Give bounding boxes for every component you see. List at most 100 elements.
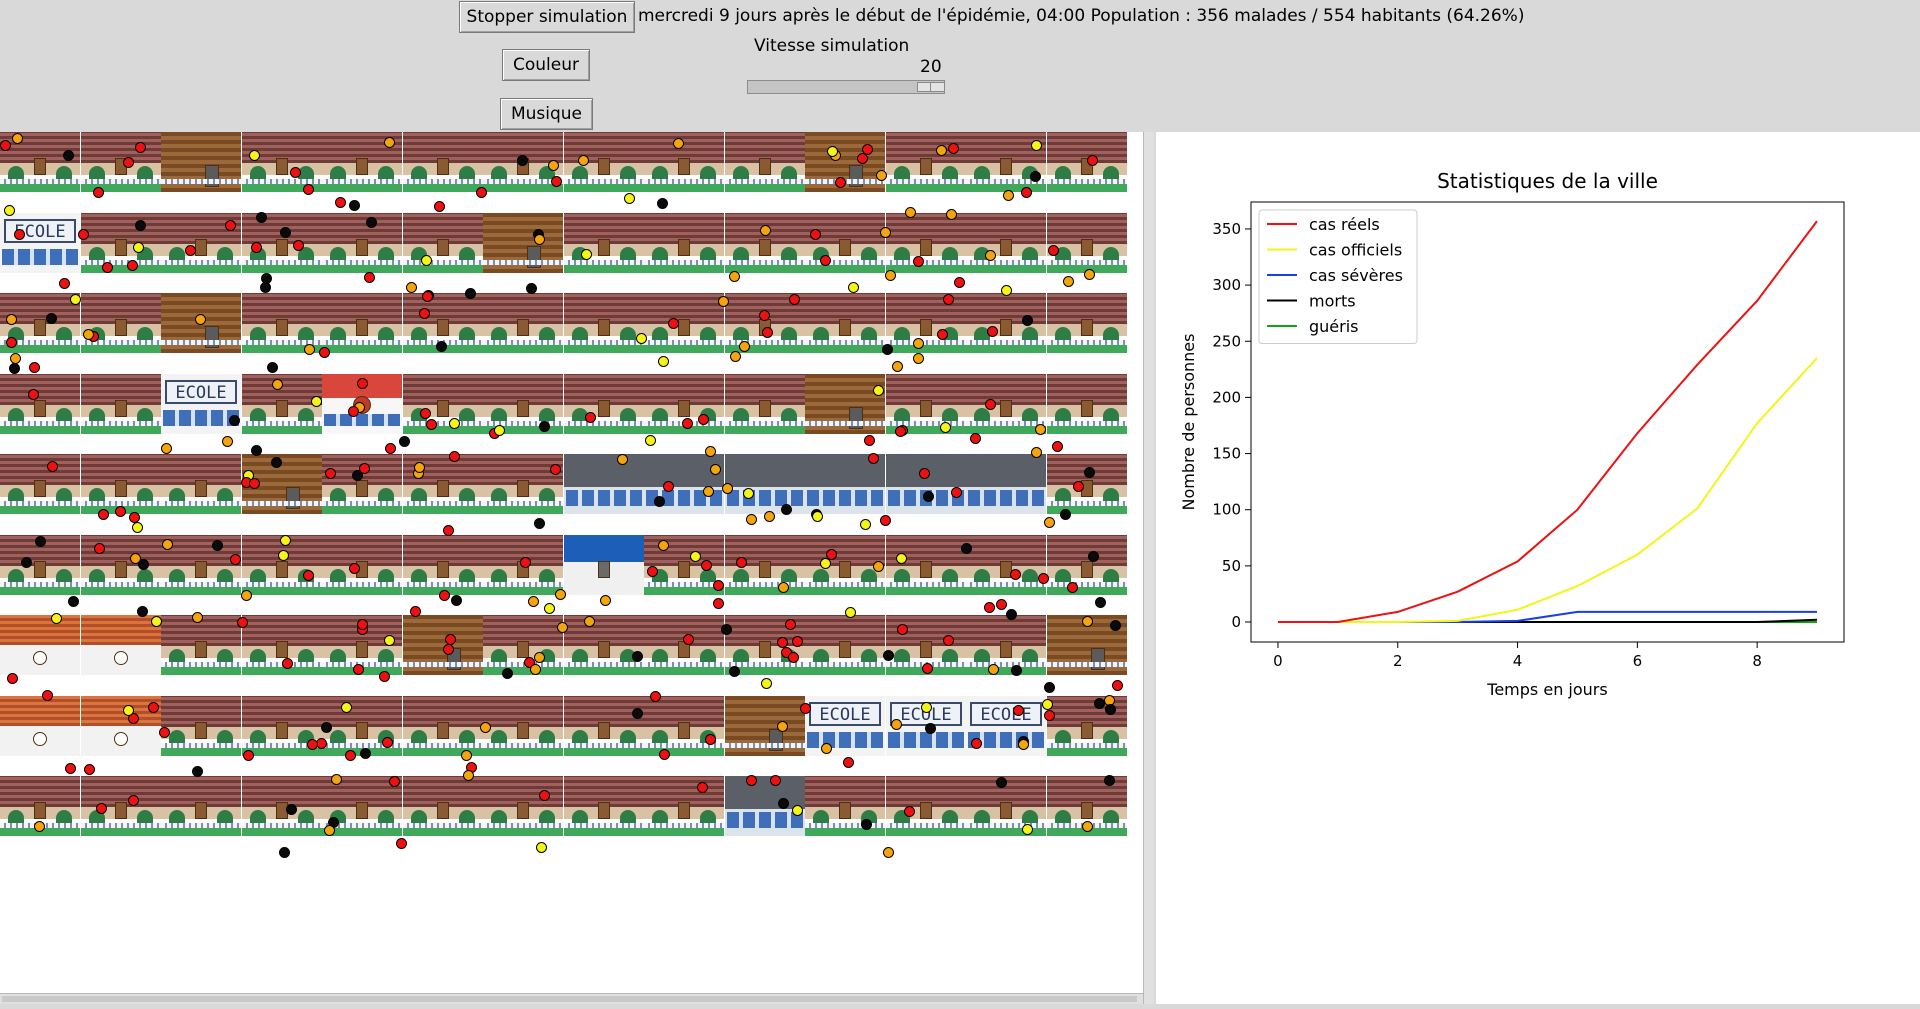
speed-slider[interactable] — [747, 80, 945, 94]
building-tile-house — [242, 776, 322, 836]
building-tile-house — [966, 293, 1046, 353]
door — [838, 239, 852, 257]
door — [597, 319, 611, 337]
fence — [1047, 421, 1127, 426]
building-tile-house — [725, 213, 805, 273]
door — [999, 641, 1013, 659]
roof — [966, 535, 1046, 567]
person-marker — [261, 273, 272, 284]
building-tile-house — [725, 535, 805, 595]
grass — [0, 184, 80, 192]
grass — [805, 345, 885, 353]
map-vertical-scrollbar[interactable] — [1143, 132, 1154, 1004]
person-marker — [1044, 710, 1055, 721]
building-tile-house — [564, 615, 644, 675]
person-marker — [130, 553, 141, 564]
person-marker — [778, 582, 789, 593]
grass — [725, 184, 805, 192]
person-marker — [987, 326, 998, 337]
person-marker — [697, 782, 708, 793]
roof — [725, 454, 805, 487]
person-marker — [663, 481, 674, 492]
speed-slider-thumb[interactable] — [917, 82, 945, 92]
building-tile-house — [81, 132, 161, 192]
person-marker — [1030, 171, 1041, 182]
person-marker — [385, 443, 396, 454]
person-marker — [494, 425, 505, 436]
map-horizontal-scrollbar[interactable] — [0, 993, 1143, 1004]
person-marker — [896, 553, 907, 564]
fence — [403, 582, 483, 587]
door — [33, 561, 47, 579]
person-marker — [868, 453, 879, 464]
door — [516, 722, 530, 740]
roof — [1047, 374, 1127, 406]
statistics-chart: Statistiques de la ville 0 2 4 6 8 0 50 100 150 20… — [1179, 169, 1845, 699]
person-marker — [345, 750, 356, 761]
legend-label: cas sévères — [1309, 266, 1403, 285]
person-marker — [895, 426, 906, 437]
grass — [322, 345, 402, 353]
door — [355, 158, 369, 176]
person-marker — [321, 722, 332, 733]
door — [436, 319, 450, 337]
fence — [0, 582, 80, 587]
x-tick-label: 2 — [1393, 652, 1403, 670]
stop-simulation-button[interactable]: Stopper simulation — [459, 1, 635, 33]
building-tile-house — [0, 374, 80, 434]
person-marker — [705, 734, 716, 745]
fence — [322, 823, 402, 828]
grass — [483, 184, 563, 192]
fence — [1047, 582, 1127, 587]
door — [275, 722, 289, 740]
roof — [81, 615, 161, 645]
person-marker — [1013, 705, 1024, 716]
person-marker — [282, 658, 293, 669]
person-marker — [860, 519, 871, 530]
person-marker — [271, 457, 282, 468]
person-marker — [873, 385, 884, 396]
statistics-chart-panel: Statistiques de la ville 0 2 4 6 8 0 50 100 150 20… — [1156, 132, 1920, 1004]
grass — [1047, 828, 1127, 836]
roof — [403, 132, 483, 164]
door — [758, 561, 772, 579]
fence — [483, 340, 563, 345]
building-tile-shop — [564, 535, 644, 595]
person-marker — [278, 550, 289, 561]
fence — [161, 823, 241, 828]
building-tile-house — [483, 776, 563, 836]
building-tile-house — [886, 132, 966, 192]
map-horizontal-scrollbar-thumb[interactable] — [2, 996, 1137, 1002]
roof — [403, 696, 483, 728]
fence — [483, 582, 563, 587]
door — [194, 239, 208, 257]
building-tile-house — [483, 615, 563, 675]
city-map-canvas[interactable]: ECOLE ECOLE ECOLE ECOLE ECOLE — [0, 132, 1143, 1004]
person-marker — [384, 137, 395, 148]
school-sign: ECOLE — [4, 219, 76, 243]
fence — [161, 260, 241, 265]
grass — [644, 426, 724, 434]
roof — [564, 696, 644, 728]
roof — [483, 454, 563, 486]
person-marker — [286, 804, 297, 815]
fence — [0, 501, 80, 506]
door — [194, 561, 208, 579]
person-marker — [185, 245, 196, 256]
door — [436, 158, 450, 176]
person-marker — [919, 468, 930, 479]
door — [275, 400, 289, 418]
building-tile-house — [242, 213, 322, 273]
person-marker — [857, 153, 868, 164]
fence — [0, 340, 80, 345]
grass — [483, 667, 563, 675]
building-tile-house — [242, 696, 322, 756]
fence — [886, 340, 966, 345]
color-button[interactable]: Couleur — [502, 49, 590, 81]
fence — [242, 340, 322, 345]
person-marker — [1073, 481, 1084, 492]
roof — [322, 696, 402, 728]
music-button[interactable]: Musique — [500, 98, 593, 130]
fence — [564, 179, 644, 184]
person-marker — [359, 463, 370, 474]
